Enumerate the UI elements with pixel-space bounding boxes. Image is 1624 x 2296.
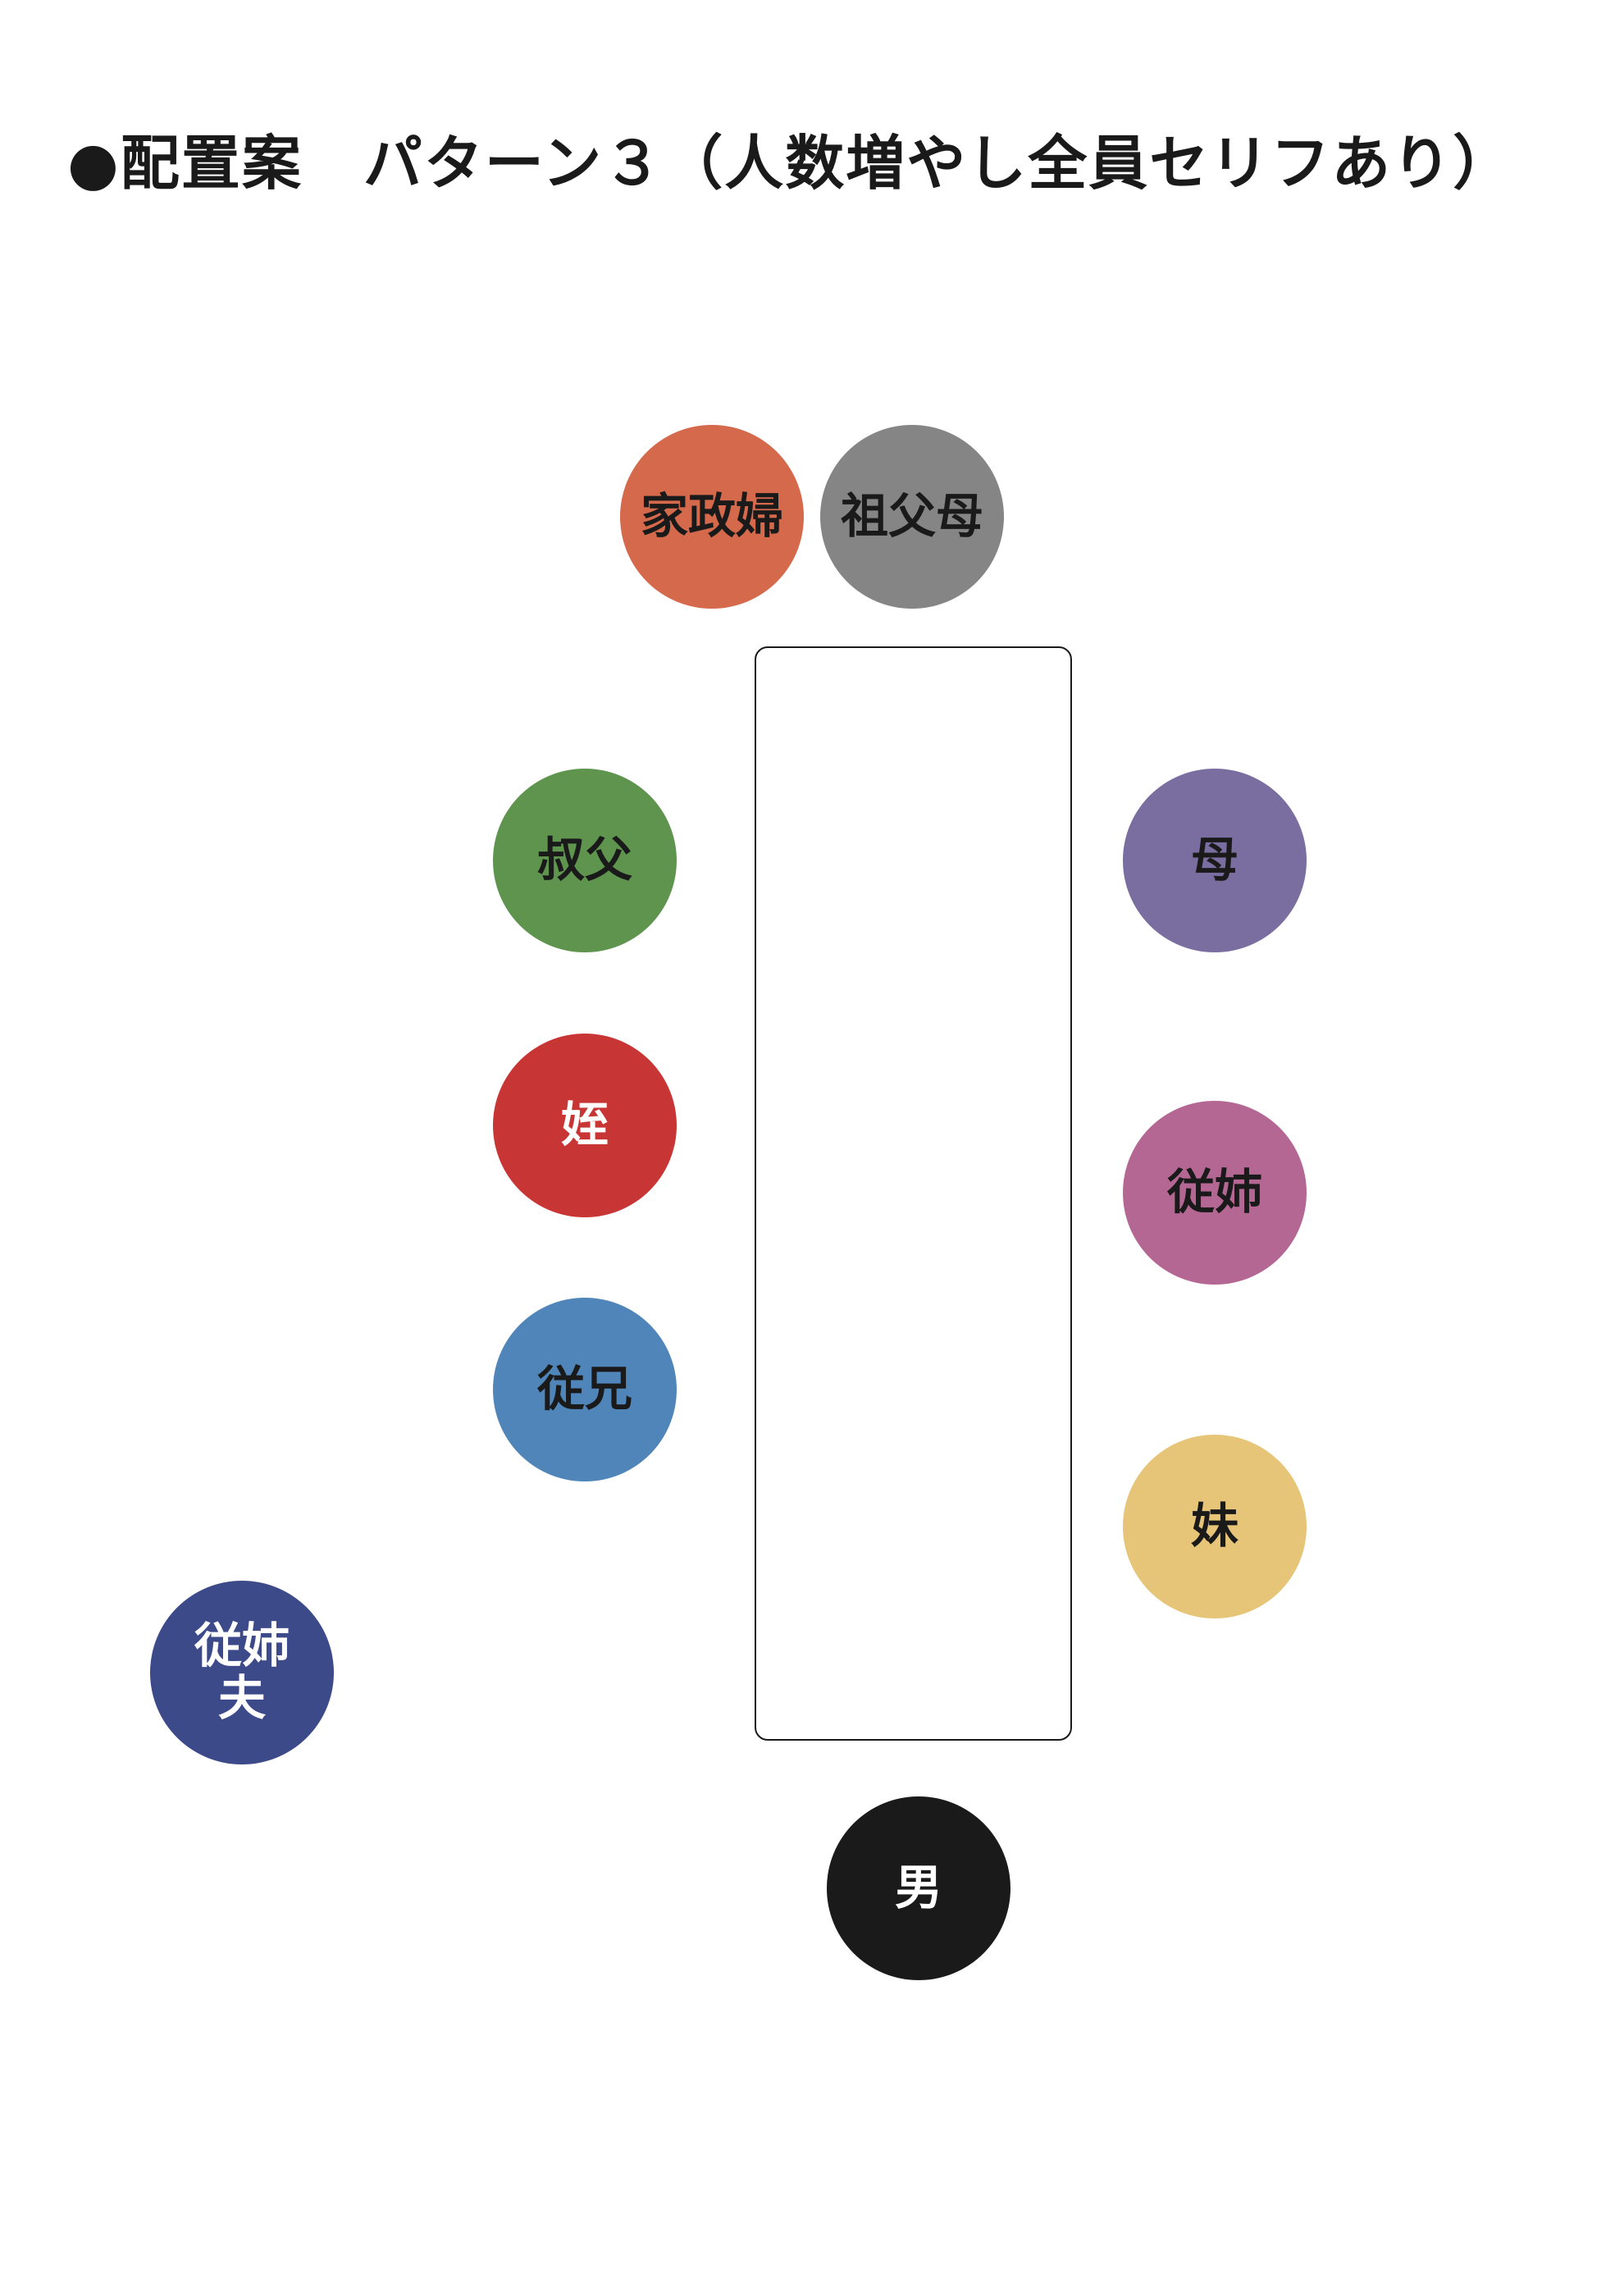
seat-man: 男	[827, 1796, 1010, 1980]
seat-uncle: 叔父	[493, 769, 677, 952]
seat-label: 従姉夫	[194, 1618, 290, 1726]
seat-housekeeper: 家政婦	[620, 425, 804, 609]
seat-older-female-cousin: 従姉	[1123, 1101, 1307, 1285]
seat-older-male-cousin: 従兄	[493, 1298, 677, 1481]
seat-grandparents: 祖父母	[820, 425, 1004, 609]
seat-label: 母	[1190, 832, 1239, 888]
seat-mother: 母	[1123, 769, 1307, 952]
table	[755, 646, 1072, 1741]
seat-cousin-husband: 従姉夫	[150, 1581, 334, 1764]
seat-label: 妹	[1190, 1498, 1239, 1554]
seat-label: 叔父	[536, 832, 632, 888]
seat-label: 家政婦	[640, 488, 783, 545]
seat-younger-sister: 妹	[1123, 1435, 1307, 1618]
seat-niece: 姪	[493, 1034, 677, 1217]
seat-label: 男	[894, 1860, 942, 1916]
seat-label: 従兄	[536, 1361, 632, 1417]
seat-label: 従姉	[1166, 1164, 1262, 1221]
seat-label: 祖父母	[840, 488, 983, 545]
seat-label: 姪	[560, 1097, 609, 1153]
page-title: ●配置案 パターン３（人数増やし全員セリフあり）	[67, 129, 1514, 198]
